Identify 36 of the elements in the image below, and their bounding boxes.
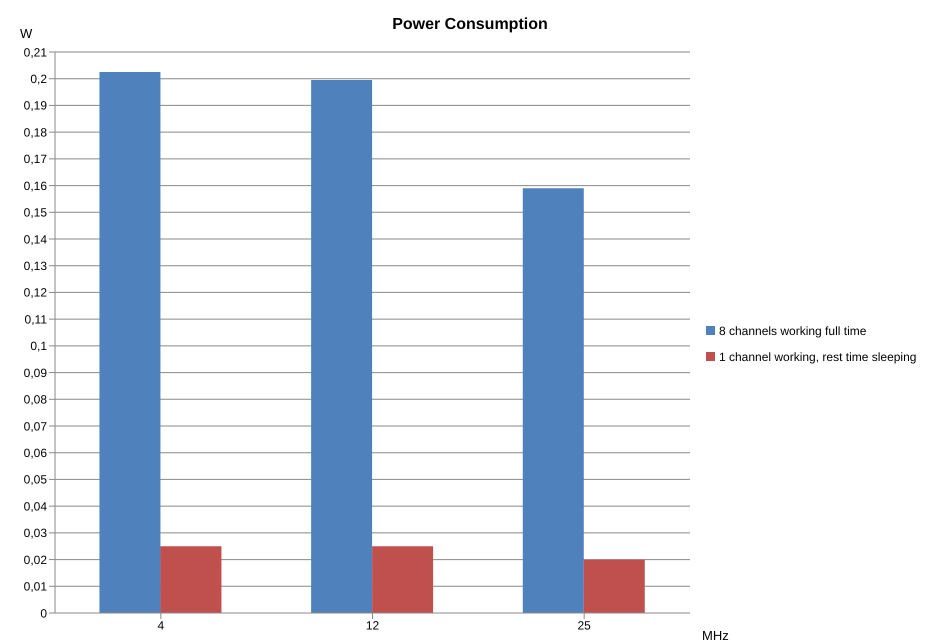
x-tick-label: 4 bbox=[157, 618, 164, 633]
y-tick-label: 0,2 bbox=[30, 72, 48, 86]
x-tick-label: 12 bbox=[366, 618, 380, 633]
bar bbox=[160, 546, 222, 613]
x-tick-label: 25 bbox=[577, 618, 592, 633]
y-tick-label: 0,16 bbox=[24, 178, 48, 193]
y-tick-label: 0,11 bbox=[24, 312, 48, 326]
y-tick-label: 0,19 bbox=[24, 98, 48, 113]
chart-title: Power Consumption bbox=[392, 16, 548, 33]
y-tick-label: 0,03 bbox=[24, 526, 48, 540]
x-axis-title: MHz bbox=[702, 628, 729, 642]
legend-label: 8 channels working full time bbox=[719, 324, 866, 338]
bar bbox=[584, 560, 645, 613]
y-tick-label: 0,01 bbox=[24, 580, 48, 594]
y-tick-label: 0,09 bbox=[24, 366, 48, 380]
y-tick-label: 0,15 bbox=[24, 206, 48, 220]
y-tick-label: 0,1 bbox=[30, 339, 48, 354]
y-tick-label: 0,08 bbox=[24, 392, 48, 407]
y-tick-label: 0,13 bbox=[24, 258, 48, 273]
bar bbox=[99, 72, 160, 613]
y-tick-label: 0,05 bbox=[24, 472, 48, 487]
y-tick-label: 0,17 bbox=[24, 152, 48, 166]
bar bbox=[522, 188, 584, 613]
y-tick-label: 0,02 bbox=[24, 552, 48, 567]
bar bbox=[372, 546, 434, 613]
y-tick-label: 0,04 bbox=[24, 499, 48, 514]
legend-label: 1 channel working, rest time sleeping bbox=[719, 350, 916, 364]
y-axis-title: W bbox=[20, 26, 32, 41]
y-tick-label: 0,14 bbox=[24, 232, 48, 246]
y-tick-label: 0,12 bbox=[24, 286, 48, 300]
y-tick-label: 0,07 bbox=[24, 419, 48, 434]
bar bbox=[311, 80, 372, 613]
y-tick-label: 0 bbox=[40, 606, 48, 620]
y-tick-label: 0,21 bbox=[24, 45, 48, 60]
y-tick-label: 0,06 bbox=[24, 446, 48, 460]
y-tick-label: 0,18 bbox=[24, 125, 48, 140]
